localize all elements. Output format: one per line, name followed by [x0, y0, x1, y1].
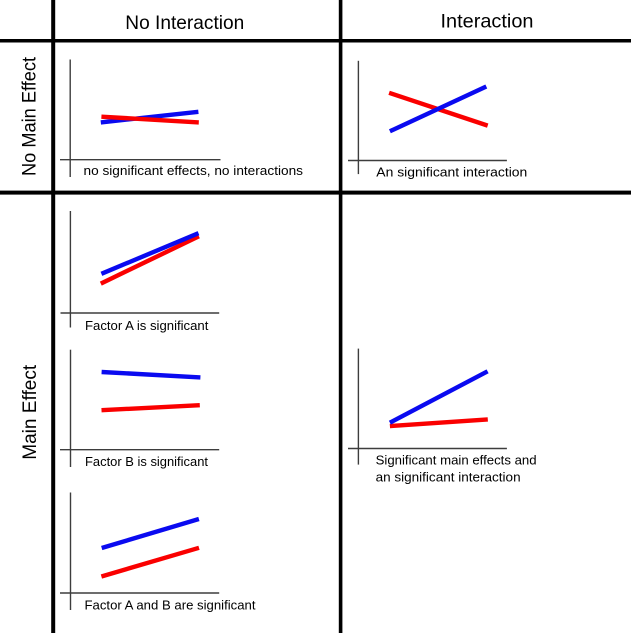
svg-text:Factor A and B are significant: Factor A and B are significant — [85, 597, 256, 612]
svg-text:No Interaction: No Interaction — [125, 12, 244, 34]
svg-text:Significant main effects and: Significant main effects and — [376, 453, 537, 468]
svg-text:Factor A is significant: Factor A is significant — [85, 318, 209, 333]
svg-text:An significant interaction: An significant interaction — [376, 165, 527, 180]
svg-text:Factor B is significant: Factor B is significant — [85, 454, 208, 469]
svg-text:an significant interaction: an significant interaction — [376, 470, 521, 485]
svg-text:Main Effect: Main Effect — [19, 364, 41, 460]
svg-text:Interaction: Interaction — [441, 11, 534, 33]
svg-text:No Main Effect: No Main Effect — [18, 56, 40, 176]
svg-text:no significant effects, no int: no significant effects, no interactions — [84, 163, 304, 178]
